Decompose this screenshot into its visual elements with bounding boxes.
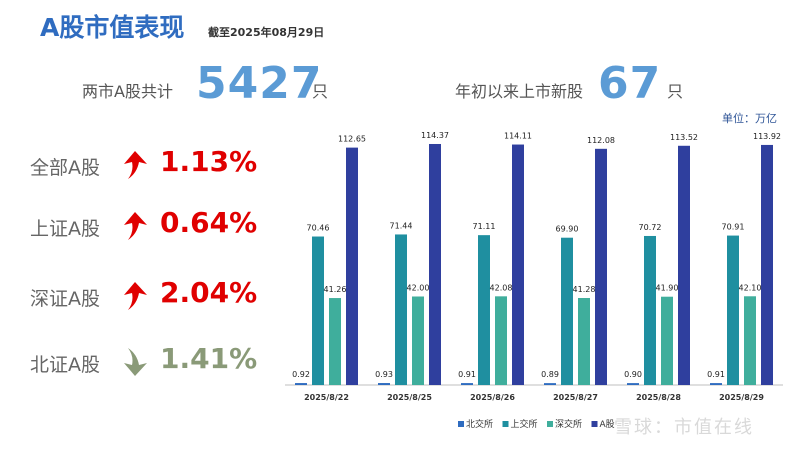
bar [627,383,639,385]
data-label: 0.90 [624,370,642,379]
bar [512,144,524,385]
new-listings-unit: 只 [667,82,684,101]
bar [661,296,673,385]
legend-label: 上交所 [511,418,538,430]
data-label: 112.65 [338,135,366,144]
index-row: 上证A股 0.64% [30,206,280,246]
total-stocks-unit: 只 [312,82,329,101]
legend-swatch [458,421,464,427]
x-tick-label: 2025/8/26 [470,393,515,402]
data-label: 70.91 [722,223,745,232]
index-label: 全部A股 [30,157,100,179]
watermark: 雪球：市值在线 [614,417,754,438]
index-change-value: 2.04% [160,276,258,309]
arrow-up-icon [124,212,147,240]
data-label: 113.52 [670,133,698,142]
bar [378,383,390,385]
data-label: 42.08 [490,283,513,292]
legend-swatch [547,421,553,427]
legend-swatch [502,421,509,427]
arrow-down-icon [124,348,147,376]
index-change-value: 1.41% [160,342,258,375]
data-label: 0.93 [375,370,393,379]
legend-swatch [591,421,598,427]
bar [727,235,739,385]
bar [544,383,556,385]
bar [429,143,441,385]
data-label: 41.28 [573,285,596,294]
data-label: 42.00 [407,283,430,292]
data-label: 41.90 [656,284,679,293]
units-label: 单位：万亿 [722,112,777,125]
index-change-value: 1.13% [160,145,258,178]
bar [761,144,773,385]
data-label: 42.10 [739,283,762,292]
data-label: 113.92 [753,132,781,141]
index-label: 上证A股 [30,218,100,240]
data-label: 0.91 [458,370,476,379]
legend-label: 北交所 [466,418,493,430]
legend-label: A股 [600,419,615,430]
bar [561,237,573,385]
index-row: 深证A股 2.04% [30,276,280,316]
index-row: 北证A股 1.41% [30,342,280,382]
page-title: A股市值表现 [40,13,185,42]
x-tick-label: 2025/8/27 [553,393,598,402]
x-tick-label: 2025/8/28 [636,393,681,402]
bar [710,383,722,385]
total-stocks-value: 5427 [196,58,323,109]
data-label: 71.11 [473,222,496,231]
arrow-up-icon [124,282,147,310]
bar [644,235,656,385]
bar [346,147,358,385]
data-label: 41.26 [324,285,347,294]
data-label: 70.46 [307,224,330,233]
x-tick-label: 2025/8/22 [304,393,349,402]
bar [578,298,590,385]
new-listings-label: 年初以来上市新股 [455,82,584,101]
index-row: 全部A股 1.13% [30,145,280,185]
legend-label: 深交所 [555,418,582,430]
bar [495,296,507,385]
index-label: 北证A股 [30,354,100,376]
bar [595,148,607,385]
data-label: 114.37 [421,131,449,140]
bar [678,145,690,385]
index-change-value: 0.64% [160,206,258,239]
bar [395,234,407,385]
data-label: 114.11 [504,132,532,141]
data-label: 69.90 [556,225,579,234]
bar [329,298,341,385]
bar [312,236,324,385]
index-label: 深证A股 [30,288,100,310]
data-label: 71.44 [390,221,413,230]
x-tick-label: 2025/8/29 [719,393,764,402]
arrow-up-icon [124,151,147,179]
data-label: 0.89 [541,370,559,379]
data-label: 112.08 [587,136,615,145]
new-listings-value: 67 [598,58,662,109]
bar [478,235,490,385]
x-tick-label: 2025/8/25 [387,393,432,402]
bar [295,383,307,385]
as-of-date: 截至2025年08月29日 [208,26,325,39]
data-label: 0.92 [292,370,310,379]
total-stocks-label: 两市A股共计 [82,82,173,101]
bar [461,383,473,385]
bar [744,296,756,385]
data-label: 70.72 [639,223,662,232]
bar [412,296,424,385]
data-label: 0.91 [707,370,725,379]
